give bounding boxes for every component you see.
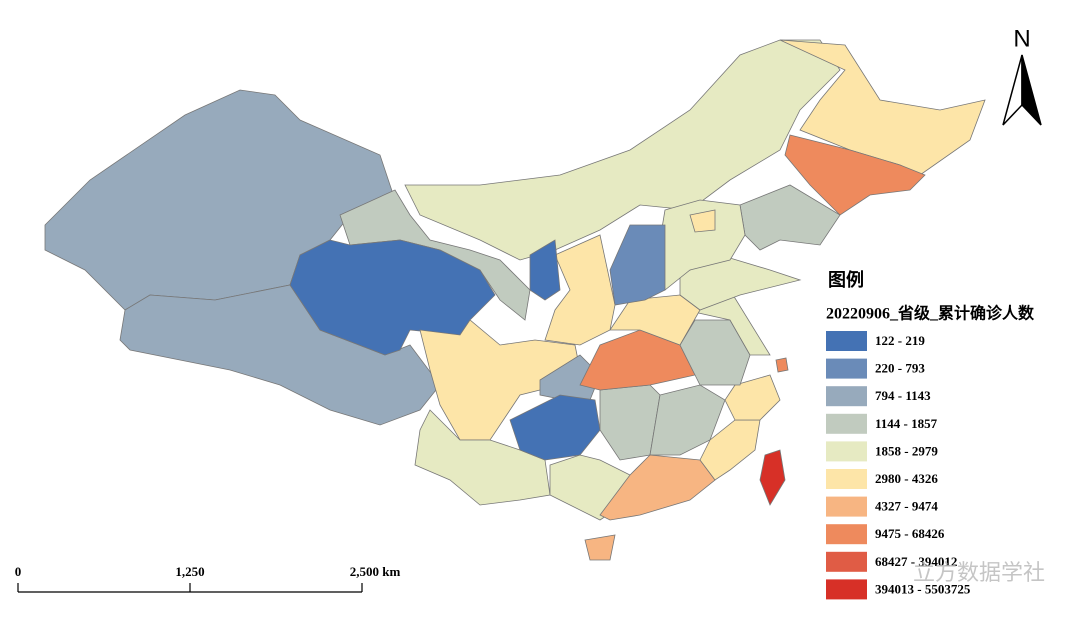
region <box>759 449 786 506</box>
region <box>679 319 751 386</box>
region <box>699 419 761 481</box>
region <box>509 394 601 461</box>
region <box>119 284 441 426</box>
region <box>689 209 716 233</box>
legend-swatch <box>826 386 867 407</box>
legend-subtitle: 20220906_省级_累计确诊人数 <box>826 304 1035 323</box>
north-label: N <box>1013 25 1030 52</box>
legend-label: 794 - 1143 <box>875 388 931 403</box>
legend-swatch <box>826 579 867 600</box>
arrow-left <box>1002 54 1023 126</box>
legend-label: 2980 - 4326 <box>875 471 938 486</box>
legend-label: 1144 - 1857 <box>875 416 938 431</box>
north-arrow: N <box>1002 25 1042 126</box>
region <box>404 39 841 261</box>
legend-label: 122 - 219 <box>875 333 925 348</box>
arrow-right <box>1021 54 1042 126</box>
legend-label: 1858 - 2979 <box>875 443 938 458</box>
legend-swatch <box>826 496 867 517</box>
legend: 122 - 219 220 - 793 794 - 1143 1144 - 1857 1… <box>826 331 971 600</box>
legend-label: 220 - 793 <box>875 361 925 376</box>
region <box>775 357 789 373</box>
legend-label: 9475 - 68426 <box>875 526 945 541</box>
region <box>529 239 561 301</box>
region <box>44 89 396 311</box>
legend-label: 394013 - 5503725 <box>875 581 971 596</box>
region <box>739 184 841 251</box>
region <box>784 134 926 216</box>
legend-swatch <box>826 524 867 545</box>
legend-label: 4327 - 9474 <box>875 499 938 514</box>
region <box>584 534 616 561</box>
region <box>414 409 551 506</box>
legend-swatch <box>826 331 867 351</box>
region <box>544 234 616 346</box>
watermark: 立方数据学社 <box>913 561 1045 586</box>
legend-swatch <box>826 469 867 489</box>
scale-bar <box>17 583 363 593</box>
region <box>609 224 666 306</box>
legend-swatch <box>826 441 867 462</box>
region <box>724 374 781 421</box>
legend-swatch <box>826 358 867 379</box>
scale-label: 2,500 km <box>350 564 401 579</box>
legend-label: 68427 - 394012 <box>875 554 957 569</box>
legend-swatch <box>826 551 867 572</box>
region <box>599 454 716 521</box>
scale-label: 1,250 <box>175 564 204 579</box>
legend-swatch <box>826 413 867 434</box>
legend-title: 图例 <box>828 269 864 290</box>
scale-label: 0 <box>15 564 22 579</box>
china-map <box>44 39 986 561</box>
